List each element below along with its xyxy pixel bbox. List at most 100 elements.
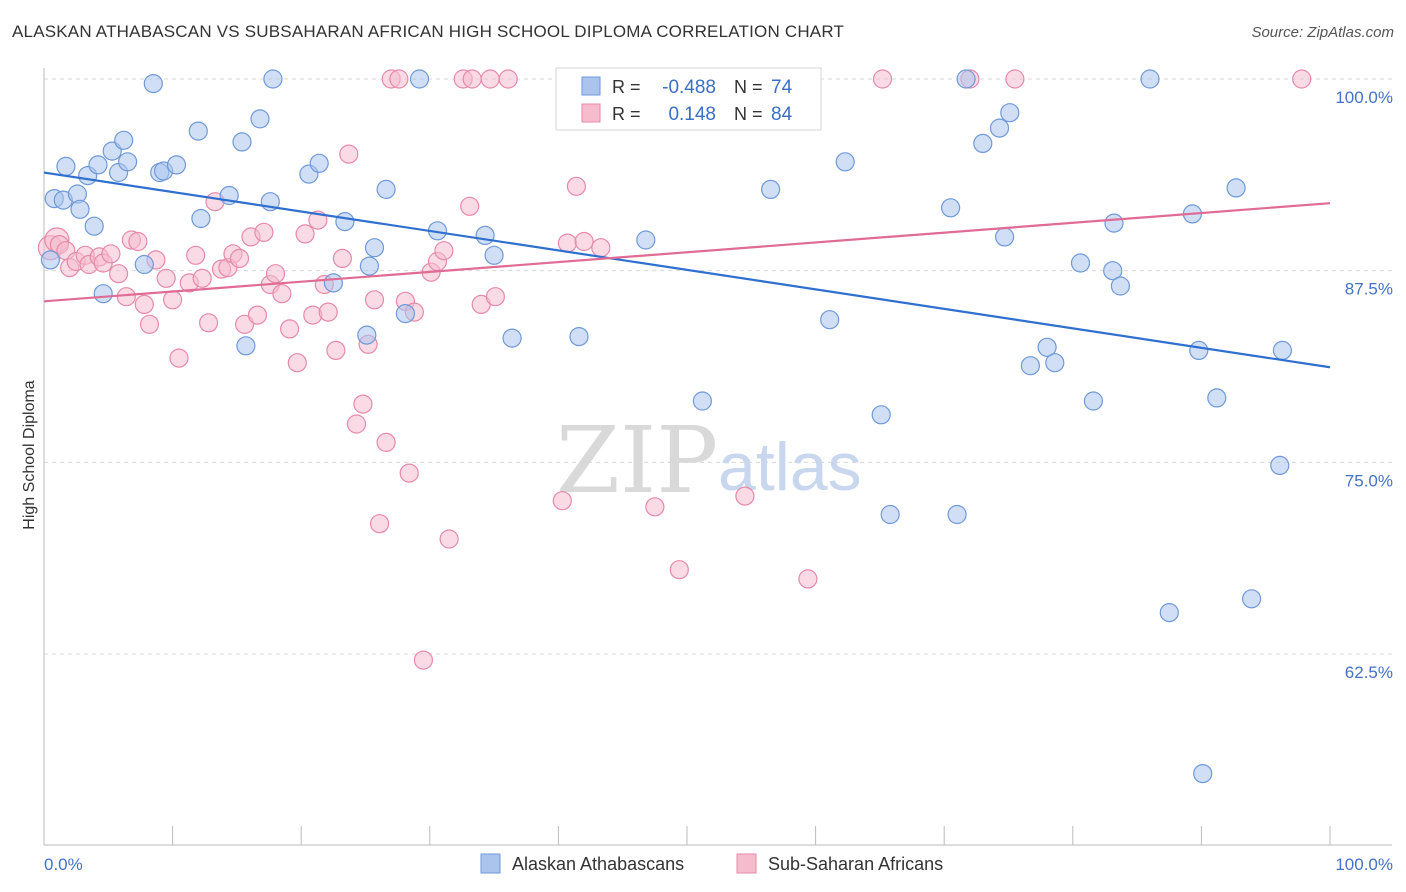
legend-label-sub-saharan: Sub-Saharan Africans bbox=[768, 854, 943, 874]
sub-saharan-point-72 bbox=[566, 176, 587, 196]
sub-saharan-point-47 bbox=[346, 414, 367, 434]
athabascan-point-73 bbox=[1270, 455, 1290, 475]
athabascan-point-15 bbox=[143, 73, 163, 94]
athabascan-point-43 bbox=[636, 230, 656, 250]
athabascan-point-54 bbox=[989, 118, 1010, 138]
stats-legend-box: R = -0.488 N = 74 R = 0.148 N = 84 bbox=[555, 67, 822, 131]
sub-saharan-point-29 bbox=[229, 248, 250, 268]
series-sub-saharan-points bbox=[37, 69, 1312, 670]
sub-saharan-point-33 bbox=[254, 222, 274, 242]
sub-saharan-point-52 bbox=[376, 432, 396, 452]
athabascan-point-33 bbox=[364, 238, 385, 258]
sub-saharan-point-62 bbox=[439, 529, 459, 549]
y-tick-label-2: 87.5% bbox=[1345, 280, 1393, 299]
sub-saharan-point-20 bbox=[169, 348, 189, 368]
legend-swatch-athabascan bbox=[480, 853, 501, 874]
athabascan-point-51 bbox=[947, 504, 967, 525]
athabascan-point-26 bbox=[263, 69, 283, 89]
athabascan-point-34 bbox=[376, 179, 396, 199]
legend-label-athabascan: Alaskan Athabascans bbox=[512, 854, 684, 874]
stats-swatch-pink bbox=[581, 103, 601, 123]
x-tick-label-0: 0.0% bbox=[44, 855, 83, 874]
stats-n-value-blue: 74 bbox=[771, 77, 793, 98]
x-tick-labels: 0.0% 100.0% bbox=[44, 855, 1393, 874]
watermark-zip: ZIP bbox=[556, 407, 718, 514]
athabascan-point-59 bbox=[1045, 353, 1065, 373]
trend-line-athabascan bbox=[43, 171, 1331, 369]
x-tick-label-1: 100.0% bbox=[1335, 855, 1393, 874]
y-tick-label-3: 100.0% bbox=[1335, 88, 1393, 107]
athabascan-point-52 bbox=[956, 69, 976, 89]
sub-saharan-point-43 bbox=[318, 302, 338, 322]
athabascan-point-0 bbox=[40, 250, 61, 270]
athabascan-point-14 bbox=[134, 254, 154, 275]
sub-saharan-point-73 bbox=[574, 231, 594, 252]
sub-saharan-point-19 bbox=[163, 290, 183, 310]
athabascan-point-56 bbox=[1000, 103, 1020, 123]
sub-saharan-point-83 bbox=[1005, 69, 1025, 89]
sub-saharan-point-16 bbox=[139, 314, 160, 334]
sub-saharan-point-48 bbox=[353, 394, 373, 414]
athabascan-point-7 bbox=[84, 216, 104, 236]
athabascan-point-55 bbox=[994, 227, 1015, 247]
athabascan-point-5 bbox=[70, 199, 90, 219]
sub-saharan-point-74 bbox=[591, 238, 611, 258]
athabascan-point-38 bbox=[475, 225, 495, 245]
sub-saharan-point-64 bbox=[460, 196, 480, 216]
athabascan-point-31 bbox=[357, 325, 377, 345]
sub-saharan-point-38 bbox=[287, 353, 307, 373]
athabascan-point-44 bbox=[692, 391, 713, 411]
athabascan-point-36 bbox=[409, 69, 430, 89]
legend-swatch-sub-saharan bbox=[736, 853, 757, 874]
athabascan-point-22 bbox=[232, 132, 252, 152]
athabascan-point-12 bbox=[114, 130, 134, 150]
sub-saharan-point-15 bbox=[134, 294, 154, 314]
athabascan-point-47 bbox=[835, 152, 855, 172]
sub-saharan-point-50 bbox=[364, 290, 385, 310]
athabascan-point-13 bbox=[117, 152, 138, 172]
athabascan-point-61 bbox=[1083, 391, 1104, 411]
athabascan-point-18 bbox=[166, 155, 187, 175]
sub-saharan-point-75 bbox=[645, 497, 665, 517]
athabascan-point-35 bbox=[395, 304, 415, 324]
sub-saharan-point-24 bbox=[199, 313, 219, 333]
sub-saharan-point-77 bbox=[669, 560, 689, 580]
athabascan-point-74 bbox=[1272, 340, 1293, 360]
chart-title: ALASKAN ATHABASCAN VS SUBSAHARAN AFRICAN… bbox=[12, 22, 845, 41]
trend-line-sub-saharan bbox=[43, 202, 1331, 303]
stats-r-label-pink: R = bbox=[612, 104, 641, 124]
athabascan-point-49 bbox=[880, 504, 900, 525]
sub-saharan-point-11 bbox=[108, 264, 129, 284]
athabascan-point-57 bbox=[1020, 356, 1041, 376]
y-tick-labels: 62.5% 75.0% 87.5% 100.0% bbox=[1335, 88, 1393, 682]
sub-saharan-point-46 bbox=[339, 144, 359, 164]
sub-saharan-point-69 bbox=[498, 69, 518, 89]
athabascan-point-53 bbox=[973, 133, 993, 153]
athabascan-point-30 bbox=[335, 212, 355, 232]
sub-saharan-point-58 bbox=[413, 650, 433, 670]
sub-saharan-point-22 bbox=[186, 245, 206, 265]
athabascan-point-65 bbox=[1140, 69, 1160, 89]
watermark: ZIP atlas bbox=[556, 407, 862, 514]
athabascan-point-71 bbox=[1226, 178, 1246, 198]
athabascan-point-62 bbox=[1103, 261, 1123, 281]
athabascan-point-50 bbox=[940, 198, 961, 218]
stats-r-value-pink: 0.148 bbox=[668, 104, 716, 125]
athabascan-point-68 bbox=[1189, 340, 1209, 360]
sub-saharan-point-35 bbox=[265, 264, 286, 284]
athabascan-point-8 bbox=[88, 155, 108, 175]
sub-saharan-point-61 bbox=[434, 241, 454, 261]
athabascan-point-48 bbox=[871, 405, 891, 425]
sub-saharan-point-70 bbox=[552, 491, 572, 511]
sub-saharan-point-12 bbox=[116, 287, 136, 307]
sub-saharan-point-37 bbox=[280, 319, 300, 339]
sub-saharan-point-67 bbox=[485, 287, 505, 307]
gridlines bbox=[44, 78, 1392, 655]
athabascan-point-39 bbox=[484, 245, 504, 265]
athabascan-point-32 bbox=[359, 256, 379, 276]
athabascan-point-28 bbox=[309, 153, 329, 173]
stats-n-value-pink: 84 bbox=[771, 104, 793, 125]
athabascan-point-46 bbox=[820, 310, 840, 330]
athabascan-point-40 bbox=[502, 328, 522, 348]
